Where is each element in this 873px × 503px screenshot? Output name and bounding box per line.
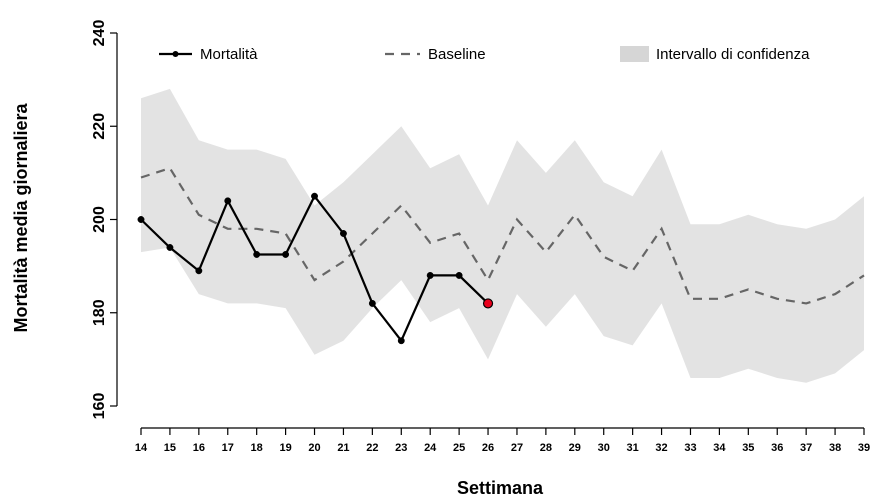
x-tick-label-39: 39 <box>858 442 870 454</box>
x-tick-label-23: 23 <box>395 442 407 454</box>
x-tick-label-31: 31 <box>627 442 639 454</box>
x-tick-label-34: 34 <box>713 442 726 454</box>
y-tick-label-160: 160 <box>91 393 108 420</box>
confidence-band-area <box>141 88 864 383</box>
x-tick-label-25: 25 <box>453 442 465 454</box>
legend-confidence-swatch <box>620 46 649 62</box>
x-tick-label-38: 38 <box>829 442 841 454</box>
x-tick-label-35: 35 <box>742 442 754 454</box>
legend-mortality-label: Mortalità <box>200 46 258 63</box>
x-tick-label-27: 27 <box>511 442 523 454</box>
confidence-band-layer <box>141 88 864 383</box>
x-tick-label-19: 19 <box>279 442 291 454</box>
mortality-point-week-22 <box>368 299 376 307</box>
x-tick-label-16: 16 <box>193 442 205 454</box>
legend-baseline-label: Baseline <box>428 46 486 63</box>
y-tick-label-240: 240 <box>91 20 108 47</box>
mortality-point-latest <box>482 298 494 309</box>
x-tick-label-14: 14 <box>135 442 148 454</box>
x-tick-label-24: 24 <box>424 442 437 454</box>
x-tick-label-37: 37 <box>800 442 812 454</box>
x-tick-label-30: 30 <box>598 442 610 454</box>
mortality-point-week-17 <box>224 197 232 205</box>
x-tick-label-26: 26 <box>482 442 494 454</box>
x-tick-label-20: 20 <box>308 442 320 454</box>
mortality-point-week-19 <box>282 251 290 258</box>
baseline-line <box>140 166 865 305</box>
y-tick-label-220: 220 <box>91 113 108 140</box>
legend: Mortalità Baseline Intervallo di confide… <box>159 46 810 63</box>
baseline-series <box>140 166 865 305</box>
x-axis-title: Settimana <box>457 478 544 498</box>
mortality-series <box>137 192 494 345</box>
mortality-point-week-21 <box>339 230 347 237</box>
y-tick-label-180: 180 <box>91 299 108 326</box>
legend-confidence-label: Intervallo di confidenza <box>656 46 810 63</box>
x-tick-label-22: 22 <box>366 442 378 454</box>
x-tick-label-36: 36 <box>771 442 783 454</box>
x-tick-label-15: 15 <box>164 442 176 454</box>
x-tick-label-29: 29 <box>569 442 581 454</box>
mortality-point-week-23 <box>397 337 405 345</box>
y-tick-label-200: 200 <box>91 206 108 233</box>
x-tick-label-17: 17 <box>222 442 234 454</box>
mortality-point-week-15 <box>166 244 174 251</box>
mortality-point-week-14 <box>137 216 145 223</box>
mortality-point-week-18 <box>253 251 261 258</box>
mortality-point-week-20 <box>311 192 318 200</box>
mortality-point-week-16 <box>195 267 203 275</box>
mortality-point-week-24 <box>426 272 434 279</box>
x-tick-label-32: 32 <box>655 442 667 454</box>
x-tick-label-28: 28 <box>540 442 552 454</box>
x-tick-label-33: 33 <box>684 442 696 454</box>
y-axis-title: Mortalità media giornaliera <box>11 102 31 332</box>
mortality-point-week-25 <box>455 272 463 279</box>
axes: 160 180 200 220 240 14 15 16 17 18 19 20 21 22 23 24 25 2… <box>91 20 870 454</box>
x-tick-label-21: 21 <box>337 442 349 454</box>
legend-mortality-point-symbol <box>172 51 179 57</box>
x-tick-label-18: 18 <box>251 442 263 454</box>
